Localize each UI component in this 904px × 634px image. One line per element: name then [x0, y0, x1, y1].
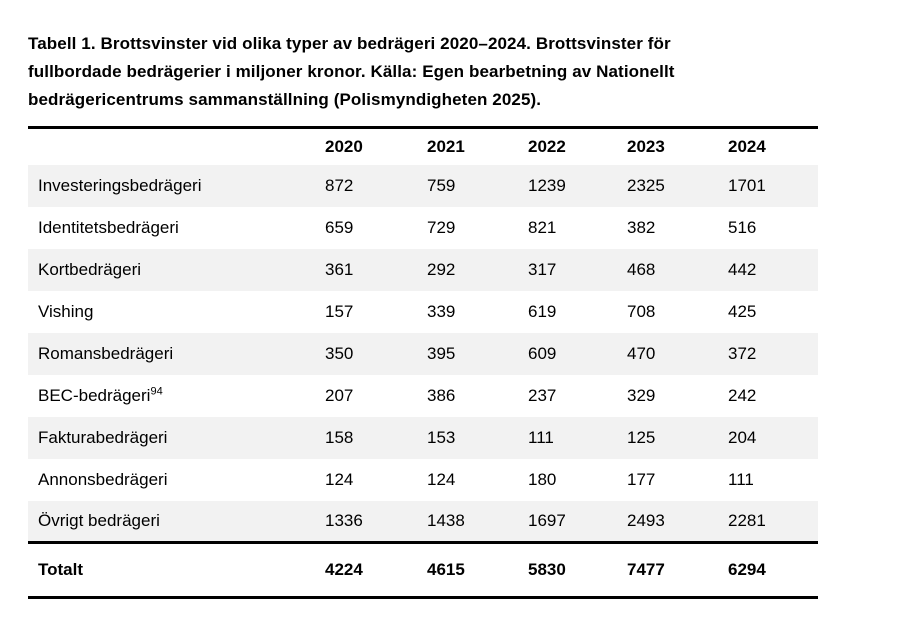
- cell-value: 292: [427, 259, 456, 279]
- total-value: 4224: [325, 560, 363, 579]
- table-row: BEC-bedrägeri94 207 386 237 329 242: [28, 375, 818, 417]
- cell-value: 204: [728, 427, 757, 447]
- row-label: Övrigt bedrägeri: [38, 510, 160, 530]
- footnote-marker: 94: [150, 384, 163, 397]
- cell-value: 609: [528, 343, 557, 363]
- total-row: Totalt 4224 4615 5830 7477 6294: [28, 542, 818, 598]
- table-row: Vishing 157 339 619 708 425: [28, 291, 818, 333]
- cell-value: 2281: [728, 510, 766, 530]
- header-year-2022: 2022: [528, 136, 566, 156]
- cell-value: 516: [728, 217, 757, 237]
- row-label-text: BEC-bedrägeri: [38, 385, 151, 405]
- total-value: 6294: [728, 560, 766, 579]
- table-row: Kortbedrägeri 361 292 317 468 442: [28, 248, 818, 291]
- header-empty-cell: [28, 128, 325, 165]
- caption-line-2: fullbordade bedrägerier i miljoner krono…: [28, 62, 675, 81]
- total-value: 7477: [627, 560, 665, 579]
- fraud-profits-table: 2020 2021 2022 2023 2024 Investeringsbed…: [28, 126, 818, 599]
- cell-value: 124: [325, 469, 354, 489]
- cell-value: 425: [728, 301, 757, 321]
- cell-value: 125: [627, 427, 656, 447]
- cell-value: 372: [728, 343, 757, 363]
- cell-value: 619: [528, 301, 557, 321]
- row-label: BEC-bedrägeri94: [28, 375, 325, 417]
- total-label: Totalt: [38, 560, 84, 579]
- table-row: Övrigt bedrägeri 1336 1438 1697 2493 228…: [28, 500, 818, 543]
- cell-value: 158: [325, 427, 354, 447]
- table-row: Annonsbedrägeri 124 124 180 177 111: [28, 459, 818, 501]
- cell-value: 2493: [627, 510, 665, 530]
- cell-value: 317: [528, 259, 557, 279]
- cell-value: 470: [627, 343, 656, 363]
- cell-value: 157: [325, 301, 354, 321]
- table-row: Investeringsbedrägeri 872 759 1239 2325 …: [28, 164, 818, 207]
- cell-value: 242: [728, 385, 757, 405]
- table-row: Fakturabedrägeri 158 153 111 125 204: [28, 416, 818, 459]
- table-row: Identitetsbedrägeri 659 729 821 382 516: [28, 207, 818, 249]
- cell-value: 237: [528, 385, 557, 405]
- cell-value: 468: [627, 259, 656, 279]
- cell-value: 350: [325, 343, 354, 363]
- cell-value: 1697: [528, 510, 566, 530]
- cell-value: 659: [325, 217, 354, 237]
- cell-value: 207: [325, 385, 354, 405]
- cell-value: 2325: [627, 175, 665, 195]
- cell-value: 180: [528, 469, 557, 489]
- table-caption: Tabell 1. Brottsvinster vid olika typer …: [28, 30, 876, 114]
- header-year-2024: 2024: [728, 136, 766, 156]
- row-label: Annonsbedrägeri: [38, 469, 168, 489]
- cell-value: 382: [627, 217, 656, 237]
- row-label: Vishing: [38, 301, 94, 321]
- document-page: Tabell 1. Brottsvinster vid olika typer …: [28, 30, 876, 599]
- cell-value: 1336: [325, 510, 363, 530]
- row-label: Kortbedrägeri: [38, 259, 142, 279]
- cell-value: 395: [427, 343, 456, 363]
- cell-value: 124: [427, 469, 456, 489]
- cell-value: 729: [427, 217, 456, 237]
- cell-value: 442: [728, 259, 757, 279]
- row-label: Fakturabedrägeri: [38, 427, 168, 447]
- cell-value: 153: [427, 427, 456, 447]
- header-year-2020: 2020: [325, 136, 363, 156]
- cell-value: 1438: [427, 510, 465, 530]
- cell-value: 386: [427, 385, 456, 405]
- total-value: 4615: [427, 560, 465, 579]
- header-year-2021: 2021: [427, 136, 465, 156]
- cell-value: 361: [325, 259, 354, 279]
- table-row: Romansbedrägeri 350 395 609 470 372: [28, 332, 818, 375]
- total-value: 5830: [528, 560, 566, 579]
- cell-value: 872: [325, 175, 354, 195]
- row-label: Romansbedrägeri: [38, 343, 174, 363]
- cell-value: 1239: [528, 175, 566, 195]
- cell-value: 329: [627, 385, 656, 405]
- caption-line-3: bedrägericentrums sammanställning (Polis…: [28, 90, 542, 109]
- cell-value: 759: [427, 175, 456, 195]
- cell-value: 821: [528, 217, 557, 237]
- header-year-2023: 2023: [627, 136, 665, 156]
- row-label: Identitetsbedrägeri: [38, 217, 179, 237]
- cell-value: 708: [627, 301, 656, 321]
- cell-value: 111: [728, 469, 754, 489]
- caption-line-1: Tabell 1. Brottsvinster vid olika typer …: [28, 34, 671, 53]
- row-label: Investeringsbedrägeri: [38, 175, 202, 195]
- cell-value: 177: [627, 469, 656, 489]
- cell-value: 111: [528, 427, 554, 447]
- cell-value: 339: [427, 301, 456, 321]
- header-row: 2020 2021 2022 2023 2024: [28, 127, 818, 165]
- cell-value: 1701: [728, 175, 766, 195]
